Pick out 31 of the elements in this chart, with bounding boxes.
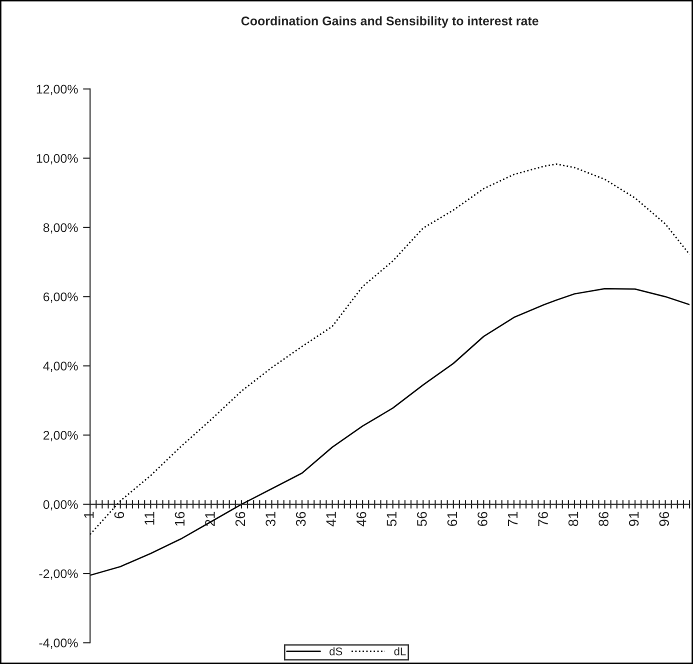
y-tick-label: 4,00%: [43, 362, 78, 372]
y-tick-label: 0,00%: [43, 500, 78, 510]
x-tick-label: 91: [628, 512, 639, 526]
x-tick-label: 86: [598, 512, 608, 526]
x-tick-label: 66: [478, 512, 488, 526]
x-tick-label: 46: [356, 512, 366, 526]
x-tick-label: 51: [386, 512, 397, 526]
x-tick-label: 96: [659, 512, 670, 526]
y-tick-label: 2,00%: [43, 430, 78, 442]
x-tick-label: 56: [417, 512, 427, 526]
y-tick-label: 8,00%: [43, 223, 78, 234]
x-tick-label: 11: [144, 512, 154, 525]
legend-label: dS: [330, 647, 342, 656]
x-tick-label: 31: [266, 512, 276, 526]
x-tick-label: 6: [114, 512, 124, 518]
x-tick-label: 81: [568, 512, 578, 526]
chart-title: Coordination Gains and Sensibility to interest rate: [241, 16, 538, 28]
x-tick-label: 41: [326, 512, 336, 526]
y-tick-label: -2,00%: [39, 569, 78, 580]
y-tick-label: -4,00%: [39, 638, 78, 649]
x-tick-label: 26: [235, 512, 246, 526]
x-tick-label: 1: [84, 512, 94, 518]
y-tick-label: 12,00%: [36, 84, 78, 96]
legend-label: dL: [394, 647, 406, 656]
x-tick-label: 76: [538, 512, 548, 526]
x-tick-label: 71: [508, 512, 518, 526]
x-tick-label: 61: [447, 512, 458, 526]
x-tick-label: 36: [296, 512, 306, 526]
x-tick-label: 16: [174, 512, 185, 526]
y-tick-label: 6,00%: [43, 292, 78, 303]
y-tick-label: 10,00%: [36, 154, 78, 164]
